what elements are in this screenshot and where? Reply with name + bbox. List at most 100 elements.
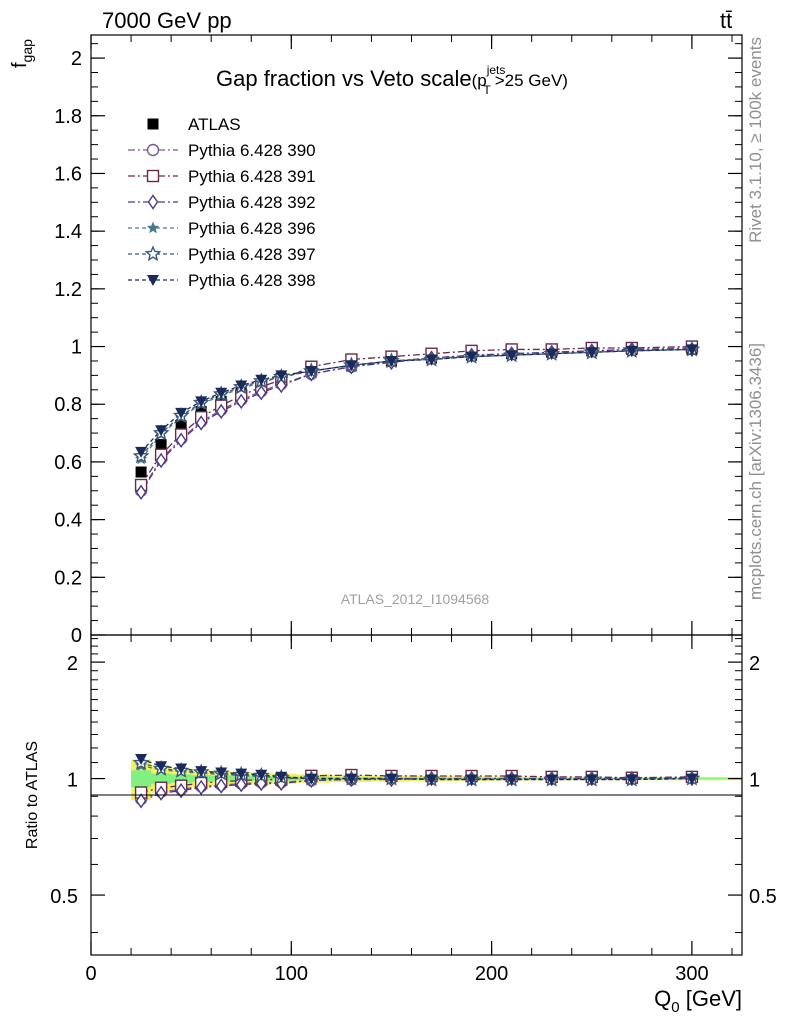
point-pythia-6-428-398: [275, 370, 288, 382]
ratio-point-pythia-6-428-392: [195, 779, 207, 796]
ratio-y-axis-label: Ratio to ATLAS: [24, 741, 41, 849]
ratio-line-pythia-6-428-391: [140, 774, 692, 794]
ratio-y-tick-label-right: 0.5: [749, 886, 777, 908]
ratio-point-pythia-6-428-398: [155, 761, 168, 773]
series-lines: [140, 345, 692, 493]
header-left: 7000 GeV pp: [102, 8, 232, 33]
ratio-point-pythia-6-428-392: [215, 778, 227, 794]
ratio-point-pythia-6-428-392: [135, 793, 147, 809]
chart-title: Gap fraction vs Veto scale(pjets T >25 GeV…: [216, 63, 568, 97]
ratio-point-pythia-6-428-398: [255, 769, 268, 781]
point-pythia-6-428-398: [215, 387, 228, 399]
x-tick-label: 0: [85, 963, 96, 985]
rivet-version-label: Rivet 3.1.10, ≥ 100k events: [746, 37, 765, 243]
header-right: tt̄: [720, 8, 732, 33]
point-pythia-6-428-398: [195, 396, 208, 408]
legend-label-pythia-6-428-396: Pythia 6.428 396: [188, 219, 316, 238]
y-tick-label: 0.4: [54, 510, 82, 532]
x-tick-label: 200: [475, 963, 508, 985]
point-pythia-6-428-392: [275, 377, 287, 394]
ratio-point-pythia-6-428-398: [305, 773, 318, 785]
point-pythia-6-428-398: [255, 374, 268, 386]
ratio-y-tick-label-right: 2: [749, 653, 760, 675]
legend-label-pythia-6-428-391: Pythia 6.428 391: [188, 167, 316, 186]
point-pythia-6-428-398: [305, 366, 318, 378]
legend-marker-pythia-6-428-397: [144, 245, 162, 262]
point-pythia-6-428-398: [545, 348, 558, 360]
legend-label-pythia-6-428-397: Pythia 6.428 397: [188, 245, 316, 264]
ratio-point-pythia-6-428-398: [545, 774, 558, 786]
point-pythia-6-428-392: [235, 393, 247, 410]
analysis-watermark: ATLAS_2012_I1094568: [341, 591, 490, 607]
ratio-point-pythia-6-428-392: [155, 785, 167, 801]
line-pythia-6-428-391: [140, 345, 692, 486]
ratio-point-pythia-6-428-398: [195, 766, 208, 778]
point-pythia-6-428-398: [585, 347, 598, 359]
ratio-point-pythia-6-428-398: [505, 774, 518, 786]
legend-marker-atlas: [147, 118, 159, 130]
point-atlas: [155, 439, 167, 451]
y-tick-label: 1.4: [54, 221, 82, 243]
x-tick-label: 100: [275, 963, 308, 985]
ratio-point-pythia-6-428-392: [235, 776, 247, 793]
line-pythia-6-428-392: [140, 348, 692, 493]
ratio-point-pythia-6-428-398: [465, 774, 478, 786]
ratio-point-pythia-6-428-398: [215, 767, 228, 779]
line-pythia-6-428-398: [140, 348, 692, 453]
y-tick-label: 1: [71, 337, 82, 359]
ratio-point-pythia-6-428-398: [585, 774, 598, 786]
point-pythia-6-428-398: [625, 345, 638, 357]
point-pythia-6-428-398: [425, 354, 438, 366]
y-tick-label: 0.2: [54, 567, 82, 589]
ratio-point-pythia-6-428-398: [425, 774, 438, 786]
ratio-point-pythia-6-428-398: [175, 763, 188, 775]
ratio-series-markers: [132, 753, 701, 809]
legend-label-pythia-6-428-390: Pythia 6.428 390: [188, 141, 316, 160]
ratio-point-pythia-6-428-398: [685, 773, 698, 785]
ratio-point-pythia-6-428-398: [135, 753, 148, 765]
y-tick-label: 2: [71, 48, 82, 70]
y-axis-label: fgap: [9, 39, 35, 68]
point-pythia-6-428-392: [255, 384, 267, 401]
legend-marker-pythia-6-428-396: [146, 221, 160, 234]
y-tick-label: 1.2: [54, 279, 82, 301]
point-pythia-6-428-398: [385, 355, 398, 367]
x-axis-label: Q0 [GeV]: [654, 986, 742, 1016]
legend-marker-pythia-6-428-391: [146, 169, 160, 183]
point-pythia-6-428-398: [155, 425, 168, 437]
ratio-point-pythia-6-428-398: [275, 771, 288, 783]
ratio-point-pythia-6-428-398: [235, 768, 248, 780]
legend-label-pythia-6-428-392: Pythia 6.428 392: [188, 193, 316, 212]
point-pythia-6-428-392: [195, 415, 207, 431]
point-atlas: [175, 420, 187, 432]
line-pythia-6-428-390: [140, 347, 692, 492]
point-pythia-6-428-398: [235, 380, 248, 392]
legend-label-atlas: ATLAS: [188, 115, 241, 134]
ratio-point-pythia-6-428-398: [385, 773, 398, 785]
ratio-y-tick-label: 0.5: [50, 886, 78, 908]
point-pythia-6-428-392: [215, 403, 227, 420]
point-pythia-6-428-392: [175, 432, 187, 449]
y-tick-label: 1.6: [54, 163, 82, 185]
legend: ATLAS Pythia 6.428 390 Pythia 6.428 391 Pyt…: [128, 115, 316, 290]
point-pythia-6-428-398: [465, 351, 478, 363]
legend-marker-pythia-6-428-392: [147, 194, 159, 210]
y-tick-label: 0.6: [54, 452, 82, 474]
x-tick-label: 300: [675, 963, 708, 985]
point-pythia-6-428-398: [505, 350, 518, 362]
point-atlas: [135, 466, 147, 478]
point-pythia-6-428-398: [685, 344, 698, 356]
ratio-point-pythia-6-428-398: [625, 774, 638, 786]
legend-label-pythia-6-428-398: Pythia 6.428 398: [188, 271, 316, 290]
y-tick-label: 0.8: [54, 394, 82, 416]
legend-marker-pythia-6-428-398: [147, 275, 159, 286]
mcplots-reference-label: mcplots.cern.ch [arXiv:1306.3436]: [746, 343, 765, 600]
point-pythia-6-428-398: [345, 360, 358, 372]
point-pythia-6-428-398: [175, 407, 188, 419]
ratio-y-tick-label: 2: [67, 653, 78, 675]
y-tick-label: 1.8: [54, 106, 82, 128]
legend-marker-pythia-6-428-390: [146, 143, 160, 157]
ratio-y-tick-label-right: 1: [749, 770, 760, 792]
point-pythia-6-428-392: [135, 484, 147, 500]
